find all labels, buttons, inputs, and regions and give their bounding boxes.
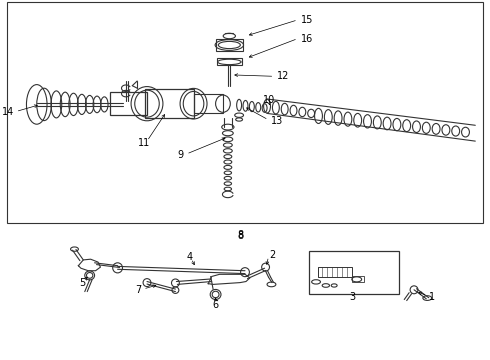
Bar xyxy=(217,58,242,65)
Text: 1: 1 xyxy=(429,292,435,302)
Text: 5: 5 xyxy=(79,278,85,288)
Text: 13: 13 xyxy=(270,116,283,126)
Text: 15: 15 xyxy=(301,15,314,25)
Text: 7: 7 xyxy=(135,285,141,295)
Text: 10: 10 xyxy=(264,95,275,105)
Text: 6: 6 xyxy=(213,300,219,310)
Bar xyxy=(352,276,364,282)
Bar xyxy=(309,251,399,294)
Bar xyxy=(318,267,352,277)
Bar xyxy=(110,92,147,115)
Text: 8: 8 xyxy=(237,231,243,241)
Text: 4: 4 xyxy=(187,252,193,262)
Text: 8: 8 xyxy=(237,230,243,240)
Text: 9: 9 xyxy=(177,150,184,160)
Bar xyxy=(7,2,483,223)
Bar xyxy=(194,94,223,113)
Bar xyxy=(145,89,194,118)
Bar xyxy=(216,39,243,51)
Text: 11: 11 xyxy=(138,138,151,148)
Text: 14: 14 xyxy=(1,107,14,117)
Text: 3: 3 xyxy=(350,292,356,302)
Text: 12: 12 xyxy=(277,71,289,81)
Text: 2: 2 xyxy=(270,250,276,260)
Text: 16: 16 xyxy=(301,33,314,44)
